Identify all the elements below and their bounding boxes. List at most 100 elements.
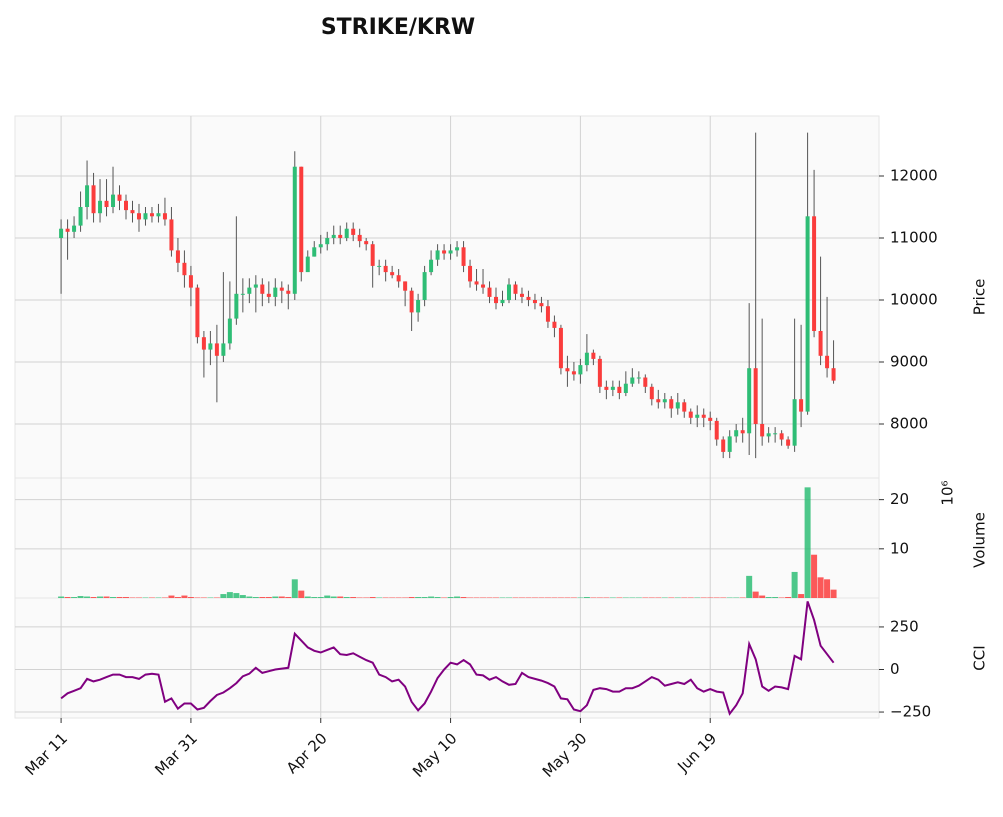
candle-body	[318, 244, 323, 248]
candle-body	[104, 200, 109, 208]
volume-bar	[123, 597, 130, 598]
candle-body	[545, 306, 550, 322]
candle-body	[812, 216, 817, 332]
candle-body	[825, 355, 830, 369]
y-axis-label: CCI	[971, 645, 989, 670]
candle-body	[305, 256, 310, 273]
candle-body	[610, 386, 615, 390]
x-tick-label: May 10	[409, 729, 461, 781]
candle-body	[98, 200, 103, 214]
candle-body	[714, 420, 719, 440]
volume-bar	[434, 597, 441, 598]
candle-body	[831, 368, 836, 381]
volume-bar	[824, 579, 831, 598]
candle-body	[558, 327, 563, 369]
volume-bar	[408, 597, 415, 598]
volume-bar	[447, 597, 454, 598]
volume-bar	[103, 596, 110, 598]
volume-bar	[259, 597, 266, 598]
candle-body	[136, 213, 141, 220]
candle-body	[753, 368, 758, 425]
volume-bar	[272, 596, 279, 598]
candle-body	[221, 343, 226, 356]
volume-bar	[220, 594, 227, 598]
volume-bar	[311, 597, 318, 598]
candle-body	[578, 365, 583, 375]
candle-body	[234, 293, 239, 319]
candle-body	[779, 433, 784, 440]
volume-bar	[226, 592, 233, 598]
volume-bar	[583, 597, 590, 598]
candle-body	[175, 250, 180, 263]
x-tick-label: Mar 11	[21, 729, 71, 779]
volume-bar	[804, 487, 811, 598]
candle-body	[156, 213, 161, 217]
y-tick-label: 11000	[890, 229, 938, 247]
volume-bar	[791, 571, 798, 598]
candle-body	[623, 383, 628, 394]
y-tick-label: 250	[890, 617, 919, 635]
volume-bar	[168, 595, 175, 598]
volume-bar	[110, 597, 117, 598]
candle-body	[636, 377, 641, 379]
volume-bar	[830, 589, 837, 598]
candle-body	[740, 430, 745, 434]
candle-body	[416, 300, 421, 313]
volume-bar	[460, 597, 467, 598]
candle-body	[130, 210, 135, 214]
candle-body	[279, 287, 284, 291]
volume-bar	[246, 596, 253, 598]
y-tick-label: 0	[890, 660, 900, 678]
volume-bar	[811, 554, 818, 598]
candle-body	[481, 284, 486, 288]
volume-bar	[285, 597, 292, 598]
volume-bar	[785, 597, 792, 598]
y-tick-label: 12000	[890, 167, 938, 185]
candle-body	[760, 424, 765, 437]
candle-body	[182, 262, 187, 276]
volume-bar	[58, 596, 65, 598]
candle-body	[500, 300, 505, 304]
candle-body	[643, 377, 648, 387]
candle-body	[597, 358, 602, 387]
cci-line	[60, 601, 835, 716]
candle-body	[442, 250, 447, 254]
candle-body	[260, 284, 265, 294]
candle-body	[604, 386, 609, 390]
candle-body	[351, 228, 356, 235]
candle-body	[390, 272, 395, 276]
candle-body	[519, 293, 524, 297]
volume-bar	[350, 597, 357, 598]
y-tick-label: 9000	[890, 353, 928, 371]
candle-body	[325, 238, 330, 245]
candle-body	[435, 250, 440, 260]
volume-bar	[772, 597, 779, 598]
volume-bar	[291, 579, 298, 598]
candle-body	[299, 166, 304, 273]
candle-body	[331, 234, 336, 239]
candle-body	[461, 247, 466, 266]
volume-bar	[84, 596, 91, 598]
candle-body	[818, 331, 823, 356]
candle-body	[253, 284, 258, 288]
candle-body	[266, 293, 271, 297]
x-tick-label: Apr 20	[283, 729, 331, 777]
volume-bar	[759, 595, 766, 598]
candle-body	[91, 185, 96, 214]
candle-body	[357, 234, 362, 242]
volume-bar	[90, 597, 97, 598]
candle-body	[487, 287, 492, 297]
candle-body	[247, 287, 252, 294]
candle-body	[565, 368, 570, 372]
y-axis-label: Volume	[971, 512, 989, 568]
volume-bar	[369, 597, 376, 598]
candle-body	[747, 368, 752, 434]
x-tick-label: Jun 19	[673, 729, 720, 776]
candle-body	[292, 166, 297, 294]
candle-body	[370, 244, 375, 266]
volume-bar	[265, 597, 272, 598]
candle-body	[208, 343, 213, 350]
candle-body	[227, 318, 232, 344]
candle-body	[649, 386, 654, 400]
